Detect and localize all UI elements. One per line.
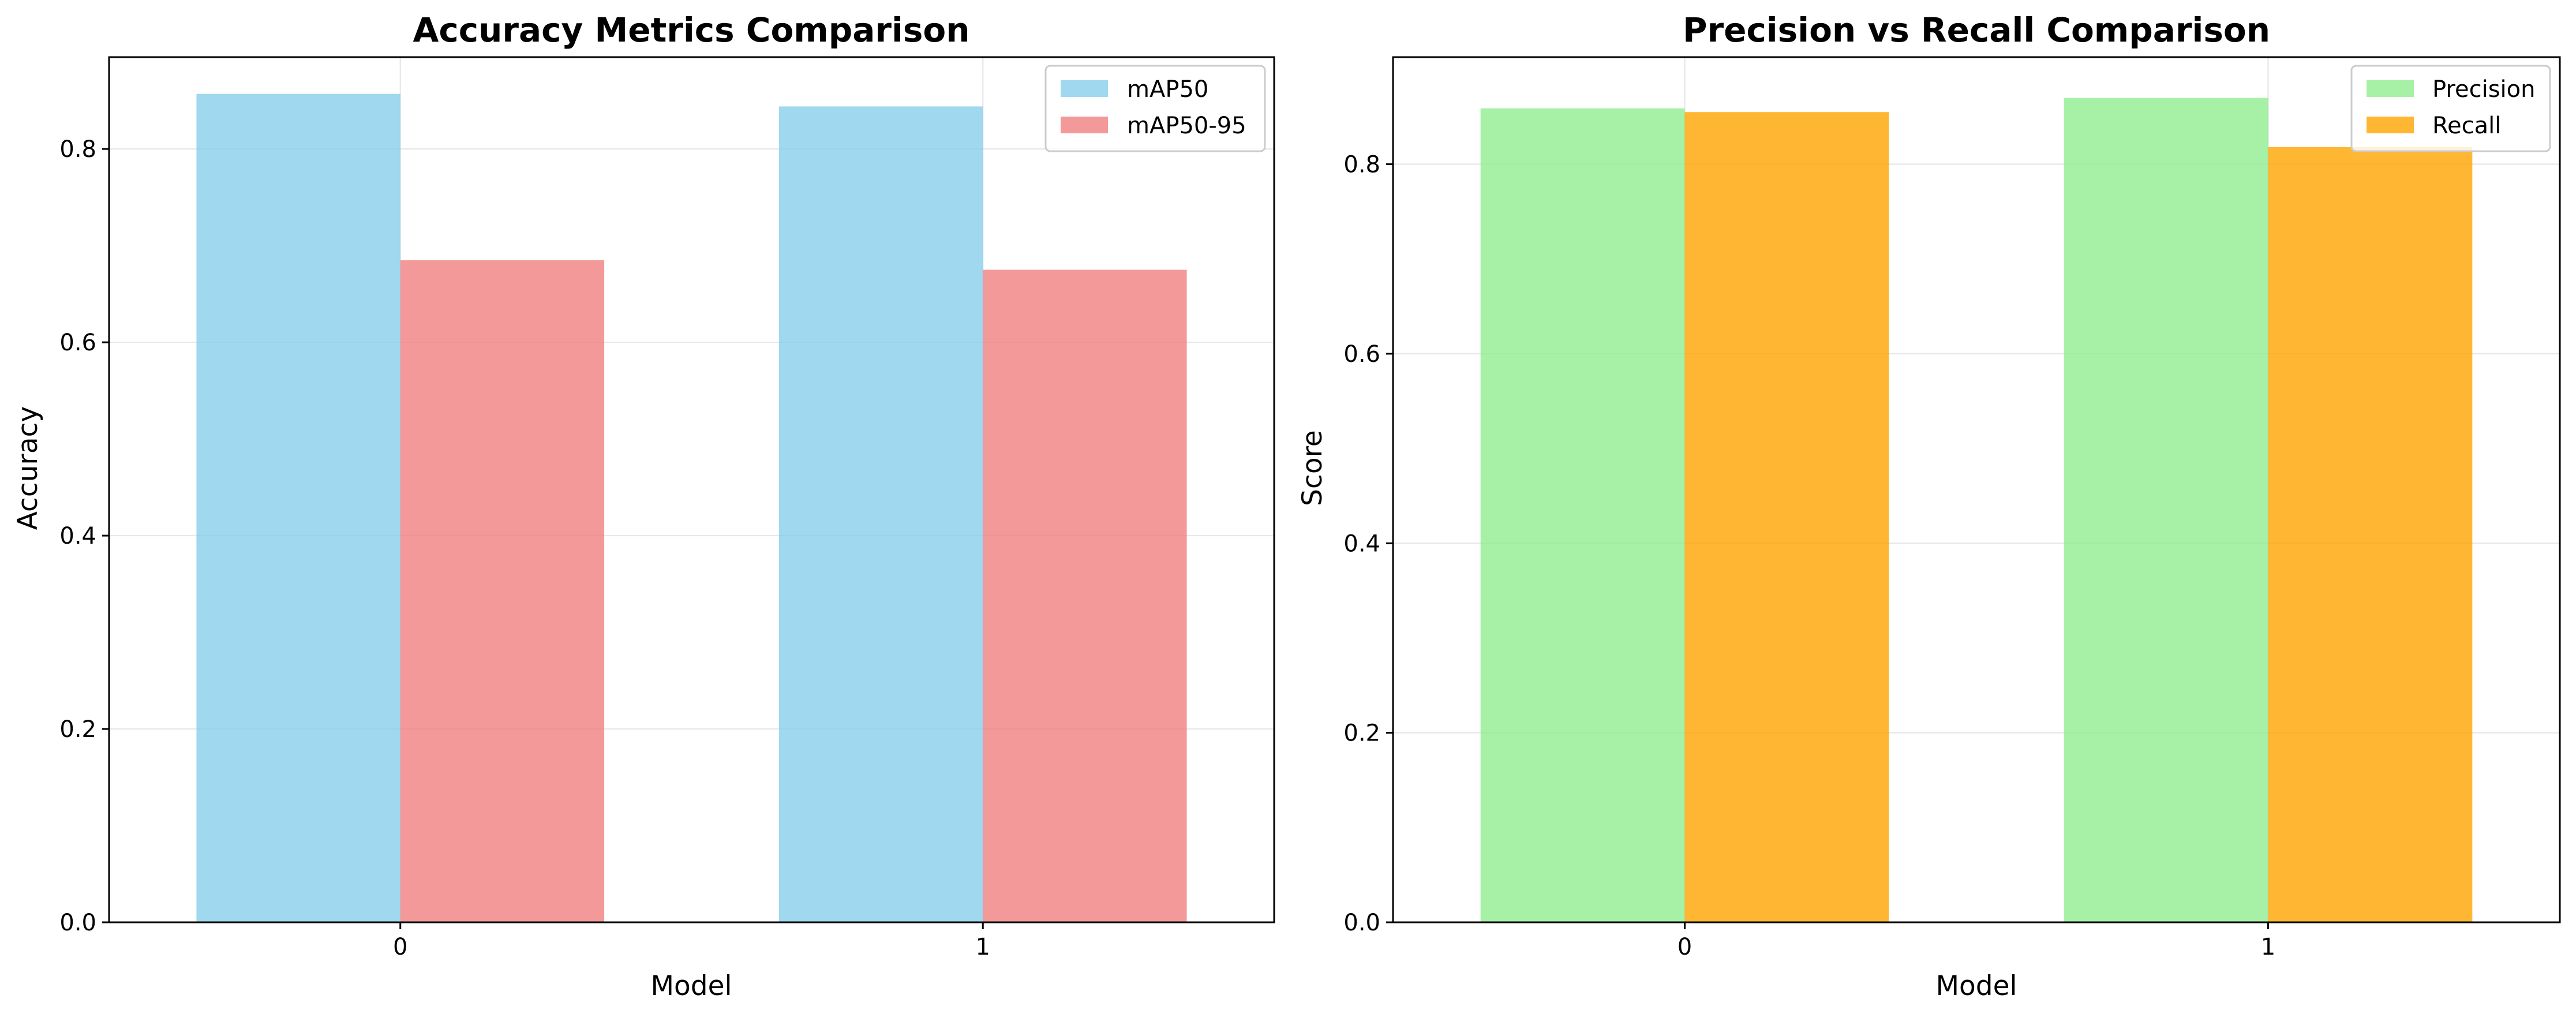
y-tick-label: 0.0 [1343, 910, 1380, 936]
bar-map50-95-model-0 [400, 260, 605, 922]
axis-ticks: 0.0 0.2 0.4 0.6 0.8 0 1 [1343, 152, 2275, 960]
y-axis-label: Score [1297, 430, 1328, 506]
legend-entry-mAP50-95: mAP50-95 [1127, 113, 1246, 139]
chart-title: Precision vs Recall Comparison [1683, 10, 2270, 50]
x-axis-label: Model [650, 970, 732, 1002]
chart-title: Accuracy Metrics Comparison [413, 10, 969, 50]
y-tick-label: 0.6 [1343, 341, 1380, 368]
y-tick-label: 0.6 [59, 330, 96, 356]
bar-map50-model-1 [778, 106, 983, 923]
y-tick-label: 0.0 [59, 910, 96, 936]
bar-recall-model-1 [2268, 147, 2473, 922]
legend-swatch-recall [2367, 117, 2414, 133]
x-tick-label: 1 [2261, 934, 2275, 960]
x-tick-label: 1 [976, 934, 990, 960]
bar-map50-95-model-1 [983, 270, 1187, 923]
bar-precision-model-0 [1480, 108, 1685, 922]
precision-recall-chart: Precision vs Recall Comparison Model Sco… [1297, 10, 2561, 1002]
bar-map50-model-0 [196, 94, 400, 923]
x-tick-label: 0 [1678, 934, 1692, 960]
legend-entry-recall: Recall [2432, 113, 2501, 139]
y-tick-label: 0.4 [1343, 530, 1380, 557]
bars [1480, 98, 2473, 923]
legend-entry-precision: Precision [2432, 76, 2535, 103]
legend-entry-mAP50: mAP50 [1127, 76, 1208, 103]
y-tick-label: 0.2 [1343, 720, 1380, 747]
x-axis-label: Model [1935, 970, 2017, 1002]
y-tick-label: 0.8 [59, 136, 96, 163]
legend-swatch-mAP50 [1061, 80, 1108, 97]
legend-swatch-mAP50-95 [1061, 117, 1108, 133]
legend: Precision Recall [2350, 65, 2551, 152]
y-tick-label: 0.2 [59, 716, 96, 743]
bar-recall-model-0 [1684, 112, 1889, 923]
y-tick-label: 0.8 [1343, 152, 1380, 178]
accuracy-chart: Accuracy Metrics Comparison Model Accura… [12, 10, 1275, 1002]
legend: mAP50 mAP50-95 [1044, 65, 1266, 152]
bar-precision-model-1 [2064, 98, 2268, 922]
x-tick-label: 0 [393, 934, 407, 960]
plot-frame [1392, 56, 2561, 923]
legend-swatch-precision [2367, 80, 2414, 97]
axis-ticks: 0.0 0.2 0.4 0.6 0.8 0 1 [59, 136, 990, 960]
y-tick-label: 0.4 [59, 523, 96, 549]
y-axis-label: Accuracy [12, 406, 44, 530]
bars [196, 94, 1187, 923]
plot-frame [108, 56, 1275, 923]
